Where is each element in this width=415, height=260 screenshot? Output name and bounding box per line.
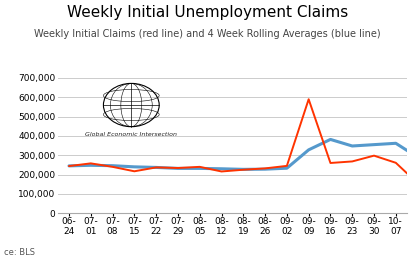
Text: ce: BLS: ce: BLS — [4, 248, 35, 257]
Text: Weekly Initial Claims (red line) and 4 Week Rolling Averages (blue line): Weekly Initial Claims (red line) and 4 W… — [34, 29, 381, 38]
Text: Weekly Initial Unemployment Claims: Weekly Initial Unemployment Claims — [67, 5, 348, 20]
Text: Global Economic Intersection: Global Economic Intersection — [85, 132, 177, 137]
